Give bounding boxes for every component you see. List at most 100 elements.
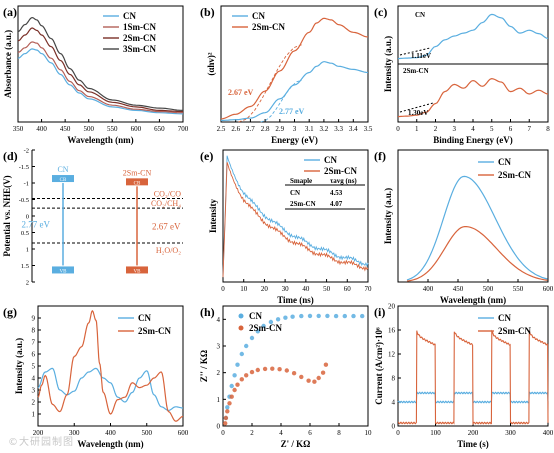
x-tick-label: 550 — [107, 125, 118, 133]
legend-swatch — [238, 325, 244, 331]
x-axis-label: Z' / KΩ — [281, 439, 311, 449]
x-tick-label: 500 — [483, 285, 494, 293]
x-tick-label: 3.4 — [349, 125, 358, 133]
y-tick-label: 2 — [217, 369, 221, 377]
x-tick-label: 0 — [396, 125, 400, 133]
x-tick-label: 3.5 — [364, 125, 373, 133]
watermark: ©大研园制图 — [8, 437, 74, 448]
tangent-cn — [399, 47, 431, 56]
x-tick-label: 4 — [471, 125, 475, 133]
series-line-2Sm-CN — [222, 162, 369, 278]
series-line-2Sm-CN — [397, 329, 549, 426]
table-cell: 4.53 — [330, 189, 343, 197]
x-axis-label: Energy (eV) — [271, 135, 318, 145]
series-line-3Sm-CN — [17, 16, 184, 111]
point-CN — [249, 335, 255, 341]
table-header: Smaple — [290, 177, 312, 185]
x-tick-label: 2.5 — [217, 125, 226, 133]
y-tick-label: 4 — [217, 316, 221, 324]
point-CN — [268, 319, 274, 325]
point-2Sm-CN — [249, 369, 255, 375]
legend-entry: CN — [415, 11, 425, 19]
x-tick-label: 400 — [423, 285, 434, 293]
panel-label: (h) — [200, 305, 215, 319]
y-axis-label: Intensity (a.u.) — [383, 36, 393, 92]
legend-entry: CN — [498, 157, 511, 167]
point-CN — [261, 323, 266, 329]
legend-entry: 2Sm-CN — [123, 33, 156, 43]
series-line-2Sm-CN — [406, 226, 548, 282]
x-tick-label: 2.6 — [231, 125, 240, 133]
y-tick-label: 2 — [32, 399, 36, 407]
x-tick-label: 500 — [83, 125, 94, 133]
x-tick-label: 2 — [250, 429, 254, 437]
panel-label: (c) — [374, 5, 387, 19]
x-tick-label: 60 — [344, 285, 352, 293]
table-header: τavg (ns) — [330, 177, 357, 185]
x-tick-label: 350 — [13, 125, 24, 133]
y-tick-label: 8 — [392, 375, 396, 383]
cb-bar-2Sm-CN — [126, 178, 148, 186]
x-tick-label: 8 — [337, 429, 341, 437]
point-CN — [229, 383, 234, 389]
legend-entry: 2Sm-CN — [324, 166, 357, 176]
point-CN — [290, 314, 295, 319]
series-line-1Sm-CN — [17, 41, 183, 114]
legend-entry: CN — [138, 313, 151, 323]
x-tick-label: 450 — [60, 125, 71, 133]
legend-entry: 3Sm-CN — [123, 44, 156, 54]
cb-label: CB — [134, 181, 141, 186]
y-tick-label: 8 — [32, 327, 36, 335]
panel-label: (f) — [374, 149, 386, 163]
series-line-CN — [406, 175, 548, 281]
x-tick-label: 40 — [302, 285, 310, 293]
y-tick-label: -1.5 — [19, 164, 29, 171]
x-tick-label: 7 — [528, 125, 532, 133]
series-line-CN — [222, 155, 369, 278]
y-axis-label: Potential vs. NHE(V) — [2, 175, 12, 256]
x-axis-label: Time (ns) — [277, 295, 314, 305]
legend-entry: 2Sm-CN — [138, 326, 171, 336]
annotation-1.11: 1.11eV — [411, 52, 431, 60]
y-tick-label: 1 — [26, 247, 29, 254]
table-cell: 4.07 — [330, 200, 343, 208]
series-line-CN — [220, 61, 369, 122]
point-CN — [255, 329, 260, 334]
y-tick-label: -2 — [24, 148, 29, 155]
y-tick-label: 1 — [217, 396, 221, 404]
legend-entry: CN — [252, 11, 265, 21]
y-axis-label: Absorbance (a.u.) — [3, 30, 13, 98]
point-CN — [360, 313, 365, 319]
point-CN — [325, 313, 330, 319]
x-tick-label: 550 — [513, 285, 524, 293]
series-line-CN — [397, 13, 549, 60]
point-CN — [225, 405, 230, 410]
x-tick-label: 2.8 — [261, 125, 270, 133]
point-CN — [283, 315, 288, 320]
vb-label: VB — [60, 269, 68, 274]
y-axis-label: Intensity (a.u.) — [383, 188, 393, 244]
series-line-CN — [37, 367, 183, 412]
table-cell: 2Sm-CN — [290, 200, 316, 208]
x-tick-label: 1 — [415, 125, 419, 133]
gap-label: 2.67 eV — [152, 221, 181, 231]
point-2Sm-CN — [262, 366, 268, 372]
y-tick-label: 1 — [32, 411, 36, 419]
series-line-2Sm-CN — [397, 77, 549, 118]
plot-frame — [220, 5, 369, 123]
y-tick-label: 7 — [32, 339, 36, 347]
point-2Sm-CN — [312, 379, 317, 384]
point-CN — [333, 313, 339, 319]
point-CN — [244, 343, 249, 349]
x-tick-label: 30 — [282, 285, 290, 293]
panel-label: (e) — [200, 149, 213, 163]
point-CN — [232, 373, 237, 378]
x-tick-label: 3 — [293, 125, 297, 133]
material-name: CN — [57, 165, 68, 174]
series-line-CN — [17, 48, 184, 115]
cb-label: CB — [60, 178, 67, 183]
y-tick-label: 3 — [217, 343, 221, 351]
point-CN — [239, 351, 244, 357]
vb-bar-CN — [52, 266, 74, 274]
point-2Sm-CN — [277, 367, 282, 372]
